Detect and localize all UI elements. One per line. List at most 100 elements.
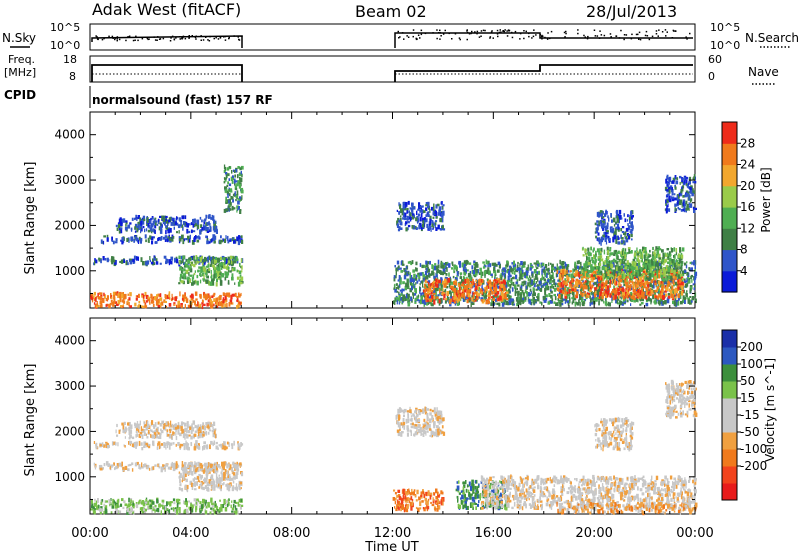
echo-cell — [657, 272, 660, 276]
echo-cell — [490, 281, 492, 286]
echo-cell — [462, 299, 465, 302]
echo-cell — [624, 218, 627, 223]
echo-cell — [605, 280, 608, 285]
echo-cell — [503, 293, 506, 296]
echo-cell — [673, 255, 675, 258]
echo-cell — [633, 276, 636, 279]
echo-cell — [673, 289, 676, 295]
echo-cell — [237, 166, 240, 169]
echo-cell — [432, 212, 435, 216]
echo-cell — [567, 302, 570, 306]
nsky-point — [610, 36, 612, 38]
echo-cell — [675, 273, 678, 277]
echo-cell — [439, 269, 442, 274]
echo-cell — [681, 177, 684, 182]
echo-cell — [211, 301, 214, 306]
echo-cell — [589, 269, 592, 273]
echo-cell — [202, 278, 206, 281]
echo-cell — [154, 229, 156, 234]
echo-cell — [607, 276, 609, 279]
echo-cell — [459, 286, 461, 291]
echo-cell — [639, 265, 641, 271]
echo-cell — [464, 279, 467, 284]
echo-cell — [651, 261, 654, 266]
echo-cell — [505, 286, 507, 292]
echo-cell — [96, 301, 98, 305]
echo-cell — [427, 267, 429, 272]
echo-cell — [537, 277, 539, 282]
echo-cell — [498, 288, 501, 292]
echo-cell — [658, 293, 661, 298]
nsky-point — [671, 37, 674, 39]
nsky-point — [550, 30, 553, 33]
echo-cell — [556, 269, 558, 274]
echo-cell — [658, 260, 661, 263]
echo-cell — [647, 277, 650, 281]
echo-cell — [648, 296, 650, 301]
echo-cell — [494, 270, 497, 275]
echo-cell — [235, 198, 237, 202]
echo-cell — [170, 260, 173, 265]
echo-cell — [670, 268, 673, 274]
echo-cell — [428, 282, 430, 286]
echo-cell — [578, 274, 581, 278]
echo-cell — [402, 217, 405, 220]
nsky-point — [103, 37, 105, 40]
echo-cell — [425, 265, 427, 270]
echo-cell — [213, 303, 215, 307]
echo-cell — [472, 278, 474, 283]
echo-cell — [598, 265, 600, 268]
echo-cell — [167, 236, 170, 239]
nsky-point — [491, 30, 493, 32]
echo-cell — [673, 270, 676, 275]
echo-cell — [119, 297, 122, 303]
echo-cell — [457, 291, 460, 294]
echo-cell — [459, 263, 462, 268]
echo-cell — [496, 291, 500, 295]
echo-cell — [240, 276, 244, 281]
echo-cell — [419, 216, 422, 222]
echo-cell — [224, 299, 227, 303]
echo-cell — [439, 301, 442, 304]
echo-cell — [564, 284, 567, 289]
echo-cell — [435, 291, 437, 296]
echo-cell — [621, 231, 625, 234]
echo-cell — [545, 300, 547, 303]
echo-cell — [234, 191, 236, 196]
echo-cell — [111, 256, 114, 259]
echo-cell — [572, 279, 575, 282]
echo-cell — [665, 254, 668, 257]
echo-cell — [684, 297, 686, 300]
echo-cell — [671, 187, 673, 191]
echo-cell — [94, 260, 96, 266]
echo-cell — [608, 217, 610, 222]
echo-cell — [616, 210, 618, 216]
echo-cell — [529, 267, 532, 271]
echo-cell — [108, 304, 111, 309]
echo-cell — [171, 293, 173, 298]
echo-cell — [597, 286, 599, 290]
echo-cell — [215, 282, 218, 287]
echo-cell — [407, 261, 411, 264]
echo-cell — [149, 256, 151, 261]
echo-cell — [687, 297, 690, 301]
echo-cell — [618, 214, 621, 220]
echo-cell — [652, 256, 655, 260]
echo-cell — [557, 282, 561, 286]
nsky-point — [200, 35, 202, 37]
echo-cell — [466, 299, 469, 304]
echo-cell — [536, 261, 539, 264]
echo-cell — [609, 226, 611, 230]
nsky-point — [525, 30, 527, 33]
echo-cell — [134, 226, 137, 230]
echo-cell — [646, 298, 649, 301]
echo-cell — [200, 269, 202, 274]
echo-cell — [658, 246, 661, 251]
echo-cell — [647, 283, 650, 288]
echo-cell — [527, 264, 529, 269]
echo-cell — [216, 278, 218, 283]
echo-cell — [182, 273, 186, 278]
echo-cell — [623, 260, 626, 265]
echo-cell — [151, 294, 153, 300]
echo-cell — [674, 186, 677, 190]
